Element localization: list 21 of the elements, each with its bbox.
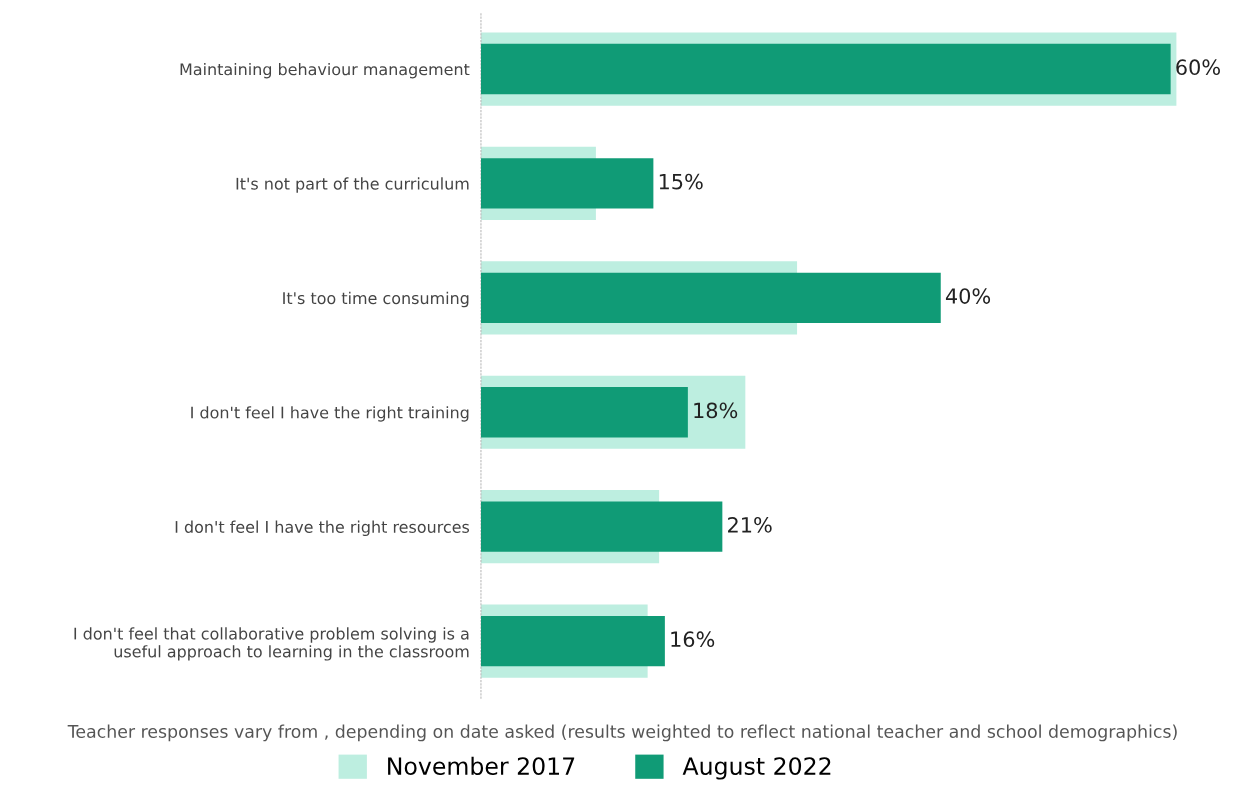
- y-tick-label: I don't feel I have the right resources: [175, 520, 470, 537]
- bar: [480, 501, 723, 552]
- legend-label: August 2022: [682, 757, 831, 780]
- data-label: 40%: [945, 288, 991, 304]
- data-label: 60%: [1176, 59, 1220, 76]
- bar: [480, 387, 688, 438]
- bar: [480, 158, 654, 209]
- legend-label: November 2017: [388, 756, 575, 776]
- data-label: 18%: [694, 402, 738, 419]
- text: Teacher responses vary from , depending on date asked (results weighted to reflect national teacher and school demographics): [67, 724, 1177, 742]
- data-label: 15%: [659, 173, 703, 190]
- bar: [480, 43, 1171, 95]
- data-label: 21%: [728, 516, 772, 533]
- bar: [480, 272, 941, 324]
- data-label: 16%: [671, 631, 715, 648]
- y-tick-label: I don't feel that collaborative problem solving is a useful approach to learning in the classroom: [74, 627, 469, 661]
- y-tick-label: I don't feel I have the right training: [191, 406, 469, 422]
- y-tick-label: It's not part of the curriculum: [236, 177, 469, 193]
- y-tick-label: It's too time consuming: [283, 291, 469, 308]
- bar: [480, 615, 665, 667]
- y-tick-label: Maintaining behaviour management: [180, 62, 470, 79]
